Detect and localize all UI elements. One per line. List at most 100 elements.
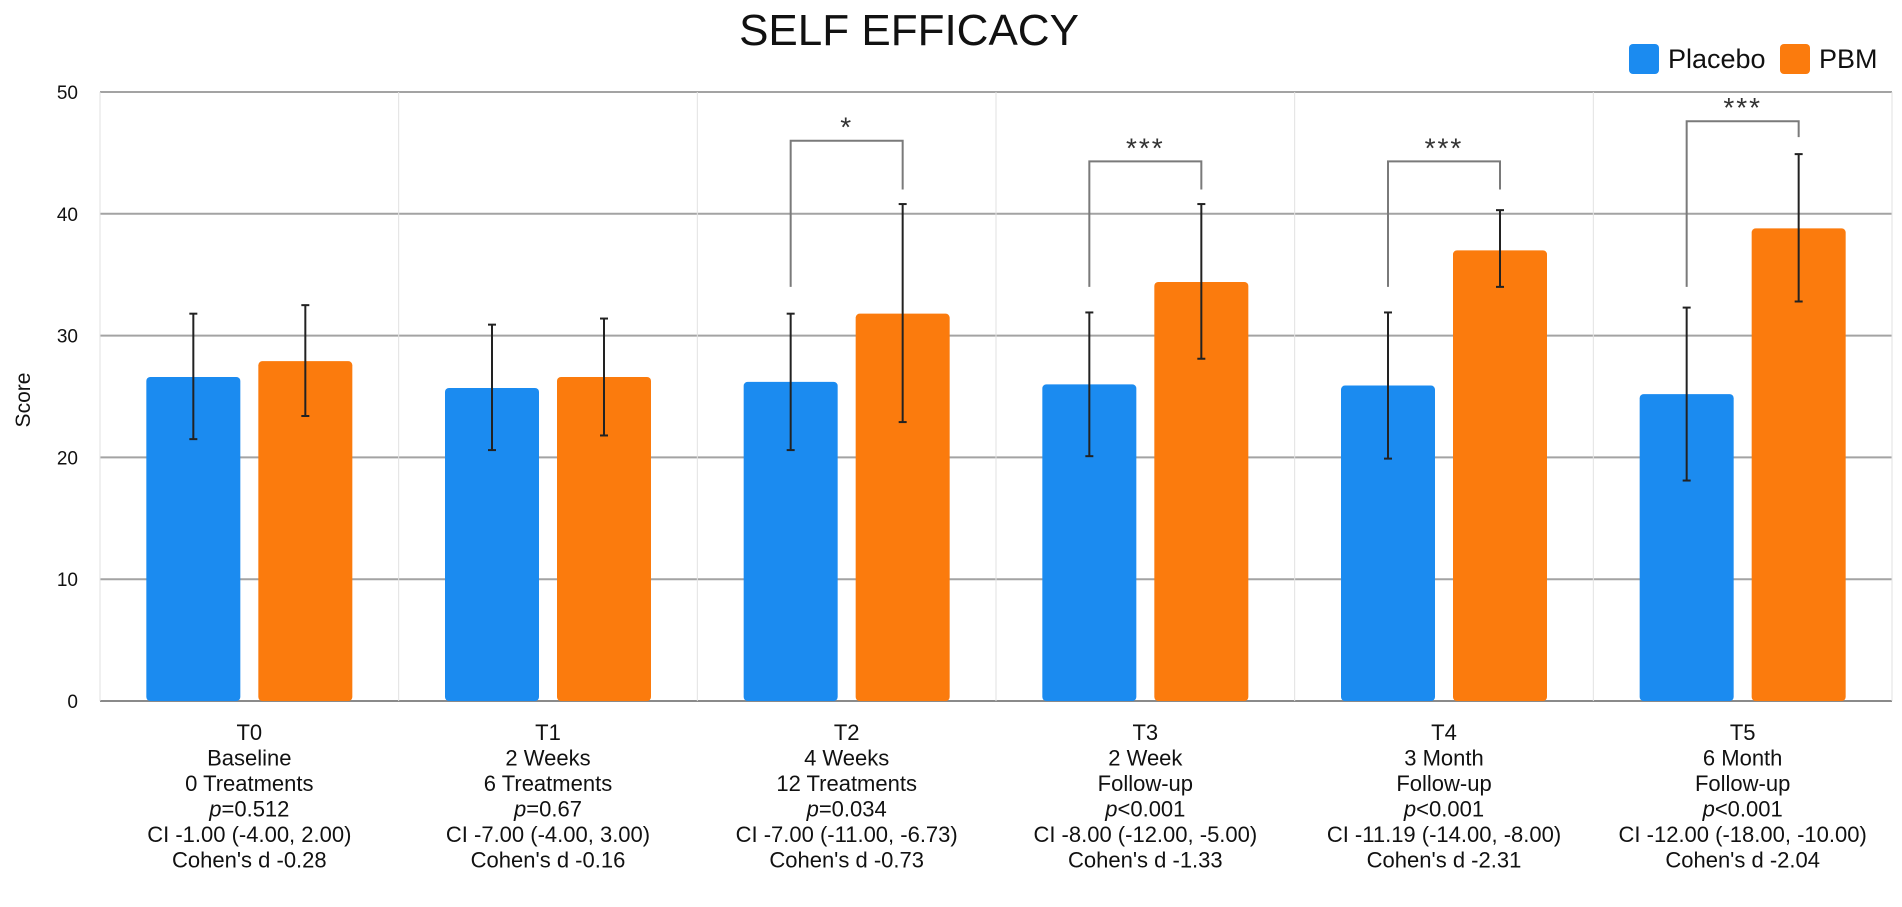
bar-pbm-t0 [258,361,353,701]
error-bar-placebo-t0 [189,312,198,441]
bar-placebo-t3 [1042,384,1137,701]
p-symbol: p [513,797,526,822]
p-value: =0.512 [222,797,290,822]
category-detail: 0 Treatments [185,771,313,796]
category-name: T5 [1730,720,1756,745]
significance-bracket-t2 [789,139,904,287]
category-name: T3 [1132,720,1158,745]
category-period: 2 Week [1108,746,1183,771]
category-cohens-d: Cohen's d -0.16 [471,848,626,873]
category-p-value: p=0.67 [513,797,582,822]
category-name: T1 [535,720,561,745]
significance-bracket-t3 [1088,160,1203,287]
y-tick-label-0: 0 [67,692,78,713]
error-bar-pbm-t2 [898,203,907,424]
legend-swatch-pbm [1780,44,1810,74]
error-bar-placebo-t2 [786,312,795,452]
significance-bracket-t5 [1685,120,1800,287]
error-bar-placebo-t5 [1682,306,1691,482]
bar-placebo-t2 [743,381,838,701]
category-name: T2 [834,720,860,745]
category-cohens-d: Cohen's d -2.04 [1665,848,1820,873]
significance-label-t4: *** [1425,132,1464,163]
y-axis-label: Score [12,373,35,428]
category-p-value: p<0.001 [1104,797,1185,822]
category-p-value: p=0.512 [208,797,289,822]
category-ci: CI -1.00 (-4.00, 2.00) [147,822,351,847]
category-period: 6 Month [1703,746,1783,771]
bar-pbm-t2 [855,313,950,701]
category-cohens-d: Cohen's d -0.73 [769,848,924,873]
bar-placebo-t4 [1341,385,1435,701]
category-ci: CI -7.00 (-4.00, 3.00) [446,822,650,847]
category-detail: 6 Treatments [484,771,612,796]
p-value: =0.034 [819,797,887,822]
bar-pbm-t3 [1154,282,1249,701]
category-detail: Follow-up [1396,771,1491,796]
bar-placebo-t0 [146,377,241,701]
category-p-value: p<0.001 [1702,797,1783,822]
error-bar-placebo-t4 [1384,311,1392,460]
error-bar-pbm-t3 [1197,203,1206,360]
error-bar-pbm-t5 [1794,153,1803,303]
category-period: 3 Month [1404,746,1484,771]
category-name: T0 [236,720,262,745]
category-detail: Follow-up [1695,771,1790,796]
category-detail: Follow-up [1098,771,1193,796]
y-tick-label-30: 30 [57,327,78,348]
significance-label-t2: * [840,112,853,143]
category-detail: 12 Treatments [776,771,917,796]
significance-bracket-t4 [1387,160,1501,287]
p-symbol: p [208,797,221,822]
error-bar-pbm-t0 [301,304,310,417]
category-ci: CI -12.00 (-18.00, -10.00) [1619,822,1867,847]
legend-swatch-placebo [1629,44,1659,74]
category-p-value: p=0.034 [806,797,887,822]
p-symbol: p [1403,797,1416,822]
category-p-value: p<0.001 [1403,797,1484,822]
category-ci: CI -11.19 (-14.00, -8.00) [1327,822,1561,847]
category-period: 2 Weeks [505,746,590,771]
error-bar-placebo-t1 [488,323,496,452]
significance-label-t3: *** [1126,132,1165,163]
p-symbol: p [1702,797,1715,822]
p-value: <0.001 [1715,797,1783,822]
category-ci: CI -8.00 (-12.00, -5.00) [1033,822,1257,847]
legend-label-pbm: PBM [1819,44,1878,74]
y-tick-label-20: 20 [57,448,78,469]
p-symbol: p [1104,797,1117,822]
bar-pbm-t5 [1751,228,1846,701]
legend: Placebo PBM [1629,44,1878,74]
error-bar-pbm-t1 [600,317,608,437]
chart-title: SELF EFFICACY [739,6,1079,55]
category-period: 4 Weeks [804,746,889,771]
significance-label-t5: *** [1723,92,1762,123]
p-value: <0.001 [1118,797,1186,822]
category-cohens-d: Cohen's d -0.28 [172,848,327,873]
category-ci: CI -7.00 (-11.00, -6.73) [736,822,958,847]
category-cohens-d: Cohen's d -2.31 [1367,848,1522,873]
p-symbol: p [806,797,819,822]
error-bar-pbm-t4 [1496,209,1504,288]
category-cohens-d: Cohen's d -1.33 [1068,848,1223,873]
category-period: Baseline [207,746,291,771]
p-value: <0.001 [1416,797,1484,822]
category-name: T4 [1431,720,1457,745]
bar-placebo-t1 [445,387,539,701]
error-bar-placebo-t3 [1085,311,1094,458]
y-tick-label-40: 40 [57,205,78,226]
bar-placebo-t5 [1639,394,1734,701]
legend-label-placebo: Placebo [1668,44,1766,74]
bar-pbm-t4 [1453,250,1547,701]
y-tick-label-50: 50 [57,83,78,104]
y-tick-label-10: 10 [57,570,78,591]
